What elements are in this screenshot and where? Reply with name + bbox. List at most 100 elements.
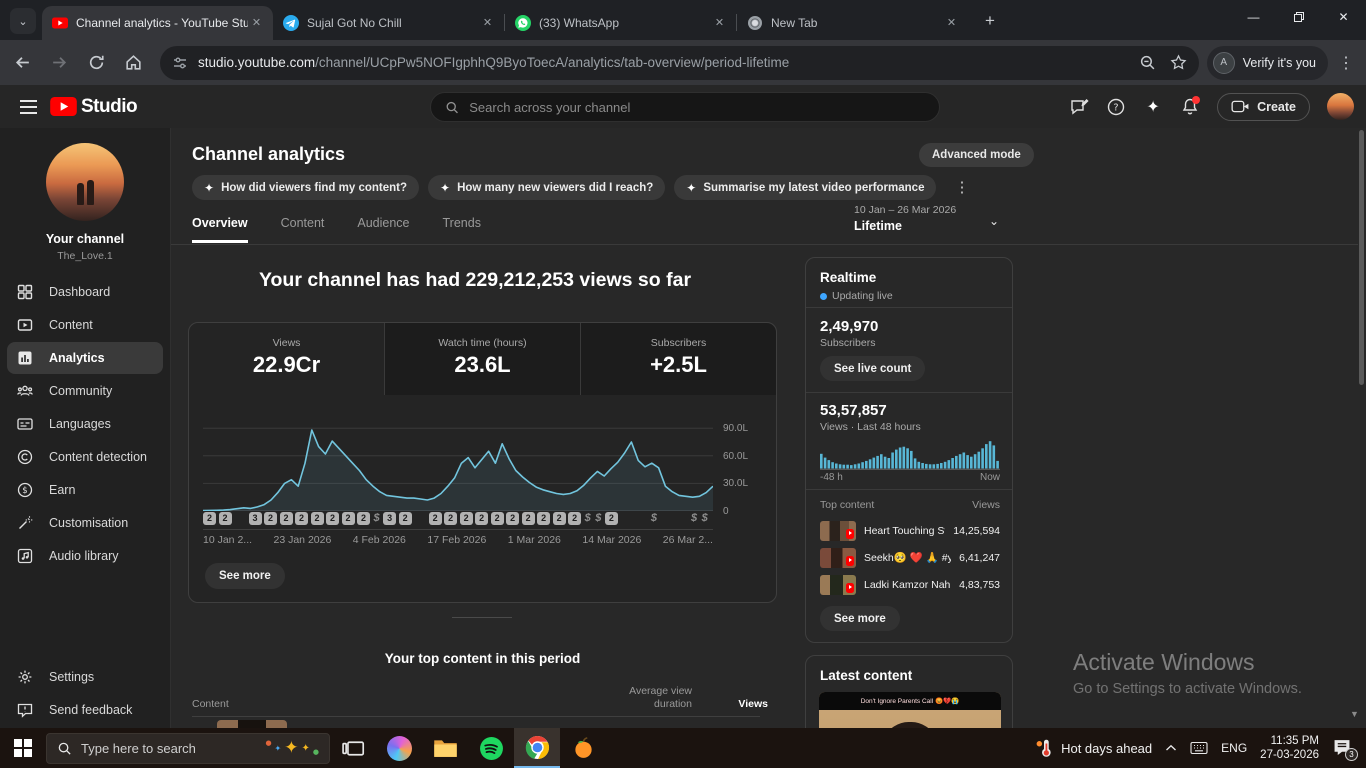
video-count-marker[interactable]: 2 xyxy=(310,511,324,525)
video-count-marker[interactable]: 2 xyxy=(444,511,458,525)
top-content-row[interactable]: Seekh🥺 ❤️ 🙏 #yout... 6,41,247 xyxy=(820,544,1000,571)
video-count-marker[interactable]: 2 xyxy=(506,511,520,525)
close-window-button[interactable]: ✕ xyxy=(1338,10,1349,24)
browser-tab[interactable]: Sujal Got No Chill ✕ xyxy=(273,6,504,40)
monetisation-marker-icon[interactable]: $ xyxy=(650,512,657,524)
browser-tab[interactable]: Channel analytics - YouTube Stu ✕ xyxy=(42,6,273,40)
video-count-marker[interactable]: 2 xyxy=(475,511,489,525)
action-center-button[interactable]: 3 xyxy=(1332,739,1358,761)
metric-card-views[interactable]: Views 22.9Cr xyxy=(189,323,385,395)
sidebar-item-send-feedback[interactable]: Send feedback xyxy=(7,694,163,726)
tab-close-icon[interactable]: ✕ xyxy=(714,16,725,29)
chart-see-more-button[interactable]: See more xyxy=(205,563,285,589)
video-count-marker[interactable]: 2 xyxy=(552,511,566,525)
monetisation-marker-icon[interactable]: $ xyxy=(373,512,380,524)
video-count-marker[interactable]: 2 xyxy=(428,511,442,525)
tab-trends[interactable]: Trends xyxy=(442,216,481,230)
home-button[interactable] xyxy=(118,48,148,78)
video-count-marker[interactable]: 2 xyxy=(398,511,412,525)
video-count-marker[interactable]: 2 xyxy=(604,511,618,525)
channel-avatar-small[interactable] xyxy=(1327,93,1354,120)
monetisation-marker-icon[interactable]: $ xyxy=(584,512,591,524)
browser-menu-icon[interactable]: ⋮ xyxy=(1338,54,1354,72)
zoom-out-icon[interactable] xyxy=(1139,54,1156,71)
sidebar-item-settings[interactable]: Settings xyxy=(7,661,163,693)
create-button[interactable]: Create xyxy=(1217,92,1310,121)
sidebar-item-earn[interactable]: $ Earn xyxy=(7,474,163,506)
latest-video-thumbnail[interactable]: Don't Ignore Parents Call 😡💔😭 xyxy=(819,692,1001,728)
sidebar-item-audio-library[interactable]: Audio library xyxy=(7,540,163,572)
restore-button[interactable] xyxy=(1276,0,1321,34)
see-live-count-button[interactable]: See live count xyxy=(820,356,926,381)
bookmark-star-icon[interactable] xyxy=(1170,54,1187,71)
tab-overview[interactable]: Overview xyxy=(192,216,248,243)
chevron-down-icon[interactable]: ⌄ xyxy=(989,214,1000,228)
chrome-button[interactable] xyxy=(514,728,560,768)
tab-close-icon[interactable]: ✕ xyxy=(251,16,262,29)
video-count-marker[interactable]: 2 xyxy=(203,511,216,525)
video-count-marker[interactable]: 2 xyxy=(326,511,339,525)
channel-search-input[interactable] xyxy=(469,99,925,115)
sidebar-item-content-detection[interactable]: Content detection xyxy=(7,441,163,473)
weather-widget[interactable]: Hot days ahead xyxy=(1034,739,1152,758)
ai-chip[interactable]: ✦ How many new viewers did I reach? xyxy=(428,175,666,200)
start-button[interactable] xyxy=(0,728,46,768)
language-indicator[interactable]: ENG xyxy=(1221,741,1248,755)
channel-search-bar[interactable] xyxy=(430,92,940,122)
tab-close-icon[interactable]: ✕ xyxy=(946,16,957,29)
help-icon[interactable]: ? xyxy=(1106,97,1126,117)
video-count-marker[interactable]: 2 xyxy=(537,511,551,525)
video-count-marker[interactable]: 2 xyxy=(341,511,355,525)
chips-overflow-menu-icon[interactable]: ⋮ xyxy=(954,179,970,196)
copilot-button[interactable] xyxy=(376,728,422,768)
metric-card-watch-time-hours-[interactable]: Watch time (hours) 23.6L xyxy=(385,323,581,395)
taskbar-clock[interactable]: 11:35 PM 27-03-2026 xyxy=(1260,734,1319,762)
video-count-marker[interactable]: 2 xyxy=(264,511,277,525)
video-count-marker[interactable]: 3 xyxy=(248,511,262,525)
send-feedback-icon[interactable] xyxy=(1069,97,1089,117)
hamburger-menu-icon[interactable] xyxy=(8,99,48,114)
tab-search-button[interactable]: ⌄ xyxy=(10,8,36,34)
video-count-marker[interactable]: 3 xyxy=(383,511,397,525)
site-settings-icon[interactable] xyxy=(172,55,188,71)
video-count-marker[interactable]: 2 xyxy=(218,511,232,525)
sidebar-item-languages[interactable]: Languages xyxy=(7,408,163,440)
sidebar-item-community[interactable]: Community xyxy=(7,375,163,407)
monetisation-marker-icon[interactable]: $ xyxy=(595,512,602,524)
reload-button[interactable] xyxy=(81,48,111,78)
ai-sparkle-icon[interactable]: ✦ xyxy=(1146,96,1160,116)
scrollbar-thumb[interactable] xyxy=(1359,130,1364,385)
sidebar-item-analytics[interactable]: Analytics xyxy=(7,342,163,374)
verify-its-you-button[interactable]: A Verify it's you xyxy=(1206,45,1328,80)
table-header-views[interactable]: Views xyxy=(738,698,768,710)
browser-tab[interactable]: (33) WhatsApp ✕ xyxy=(505,6,736,40)
sidebar-item-customisation[interactable]: Customisation xyxy=(7,507,163,539)
video-count-marker[interactable]: 2 xyxy=(490,511,504,525)
ai-chip[interactable]: ✦ Summarise my latest video performance xyxy=(674,175,937,200)
new-tab-button[interactable]: + xyxy=(985,11,995,30)
forward-button[interactable] xyxy=(44,48,74,78)
youtube-studio-logo[interactable]: Studio xyxy=(50,96,138,118)
top-content-row[interactable]: Heart Touching Story... 14,25,594 xyxy=(820,517,1000,544)
minimize-button[interactable]: — xyxy=(1247,10,1260,24)
video-count-marker[interactable]: 2 xyxy=(521,511,535,525)
tray-expand-chevron-icon[interactable] xyxy=(1165,744,1177,752)
monetisation-marker-icon[interactable]: $ xyxy=(691,512,698,524)
table-row[interactable] xyxy=(217,720,287,728)
ai-chip[interactable]: ✦ How did viewers find my content? xyxy=(192,175,419,200)
views-line-chart[interactable] xyxy=(203,419,713,511)
browser-tab[interactable]: New Tab ✕ xyxy=(737,6,968,40)
sidebar-item-content[interactable]: Content xyxy=(7,309,163,341)
video-count-marker[interactable]: 2 xyxy=(295,511,308,525)
video-count-marker[interactable]: 2 xyxy=(568,511,582,525)
video-count-marker[interactable]: 2 xyxy=(357,511,370,525)
taskbar-search-input[interactable] xyxy=(81,740,266,756)
scrollbar-down-arrow[interactable]: ▼ xyxy=(1350,709,1359,719)
metric-card-subscribers[interactable]: Subscribers +2.5L xyxy=(581,323,776,395)
monetisation-marker-icon[interactable]: $ xyxy=(701,512,708,524)
touch-keyboard-icon[interactable] xyxy=(1190,741,1208,755)
date-range-picker[interactable]: 10 Jan – 26 Mar 2026 Lifetime xyxy=(854,204,984,233)
back-button[interactable] xyxy=(7,48,37,78)
top-content-row[interactable]: Ladki Kamzor Nahi Ho... 4,83,753 xyxy=(820,571,1000,598)
video-count-marker[interactable]: 2 xyxy=(459,511,473,525)
